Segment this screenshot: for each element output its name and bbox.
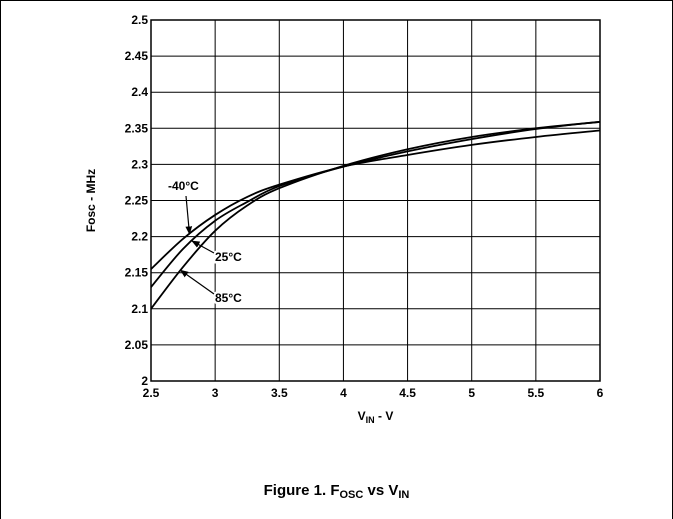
- x-tick-label: 5: [468, 386, 475, 400]
- x-tick-label: 5.5: [528, 386, 545, 400]
- caption-prefix: Figure 1. F: [263, 482, 340, 499]
- x-tick-label: 6: [597, 386, 604, 400]
- y-tick-label: 2.45: [125, 49, 149, 63]
- annotation-layer: -40°C 25°C 85°C: [166, 177, 245, 308]
- y-tick-label: 2.25: [125, 194, 149, 208]
- series-line: [150, 129, 601, 270]
- y-tick-label: 2.4: [131, 85, 148, 99]
- x-axis-label: VIN - V: [358, 409, 394, 425]
- series-annotation-arrow: [185, 195, 193, 235]
- y-tick-label: 2.35: [125, 121, 149, 135]
- y-tick-label: 2.05: [125, 338, 149, 352]
- x-tick-label: 3: [212, 386, 219, 400]
- y-tick-label: 2.2: [131, 230, 148, 244]
- tick-label-layer: 2.5 3 3.5 4 4.5 5 5.5 6 2 2.05 2.1 2.15 2.2 2.25 2.3 2.…: [125, 13, 604, 400]
- caption-sub-osc: OSC: [339, 489, 364, 501]
- caption-middle: vs V: [363, 482, 399, 499]
- x-tick-label: 2.5: [143, 386, 160, 400]
- figure-caption: Figure 1. FOSC vs VIN: [0, 482, 673, 501]
- plot-frame: [150, 19, 601, 382]
- y-tick-label: 2.5: [131, 13, 148, 27]
- series-annotation-label: -40°C: [168, 179, 199, 193]
- series-annotation-label: 25°C: [215, 250, 242, 264]
- x-axis-label-sub: IN: [366, 415, 375, 425]
- y-tick-label: 2.3: [131, 157, 148, 171]
- series-annotation-arrow: [179, 269, 215, 295]
- series-line: [150, 120, 601, 310]
- series-layer: [150, 120, 601, 310]
- y-tick-label: 2.1: [131, 302, 148, 316]
- y-tick-label: 2: [141, 374, 148, 388]
- caption-sub-in: IN: [398, 489, 410, 501]
- x-tick-label: 4.5: [399, 386, 416, 400]
- x-tick-label: 3.5: [271, 386, 288, 400]
- x-axis-label-main: V: [358, 409, 366, 423]
- y-axis-label: Fosc - MHz: [84, 169, 98, 232]
- series-annotation-label: 85°C: [215, 291, 242, 305]
- x-axis-label-suffix: - V: [375, 409, 394, 423]
- x-tick-label: 4: [340, 386, 347, 400]
- grid-layer: [150, 19, 601, 382]
- series-annotation-arrow: [191, 240, 215, 254]
- y-tick-label: 2.15: [125, 266, 149, 280]
